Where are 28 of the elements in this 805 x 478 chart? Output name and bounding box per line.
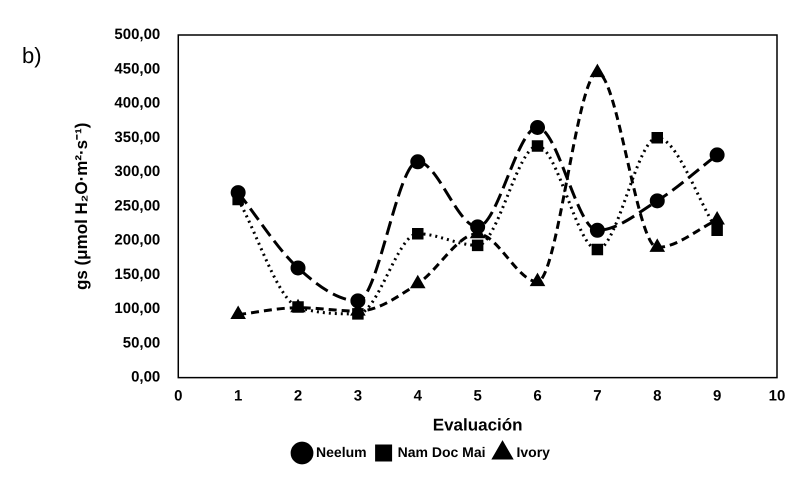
legend-label: Ivory (516, 444, 550, 460)
y-tick-label: 200,00 (114, 232, 160, 249)
y-tick-label: 500,00 (114, 26, 160, 44)
y-tick-label: 300,00 (114, 163, 160, 180)
y-tick-label: 100,00 (114, 300, 160, 318)
legend-label: Neelum (316, 444, 367, 460)
y-tick-label: 450,00 (114, 60, 160, 78)
y-tick-label: 0,00 (131, 368, 160, 386)
legend-label: Nam Doc Mai (398, 444, 486, 460)
x-tick-label: 4 (414, 388, 423, 405)
text: b) (22, 43, 42, 68)
x-tick-label: 10 (768, 388, 786, 405)
y-tick-label: 50,00 (122, 334, 160, 352)
y-tick-label: 250,00 (114, 197, 160, 214)
x-tick-label: 3 (354, 388, 362, 405)
x-tick-label: 9 (712, 388, 722, 405)
x-tick-label: 0 (174, 388, 182, 405)
x-tick-label: 2 (294, 388, 302, 405)
y-tick-label: 350,00 (114, 128, 160, 146)
y-axis-title: gs (μmol H₂O·m²·s⁻¹) (72, 122, 91, 290)
x-tick-label: 8 (653, 388, 662, 405)
x-tick-label: 7 (593, 388, 602, 405)
x-tick-label: 6 (533, 388, 542, 405)
y-tick-label: 150,00 (114, 266, 160, 283)
x-axis-title: Evaluación (432, 415, 523, 434)
x-tick-label: 1 (234, 388, 242, 405)
x-tick-label: 5 (473, 388, 482, 405)
y-tick-label: 400,00 (114, 94, 160, 112)
